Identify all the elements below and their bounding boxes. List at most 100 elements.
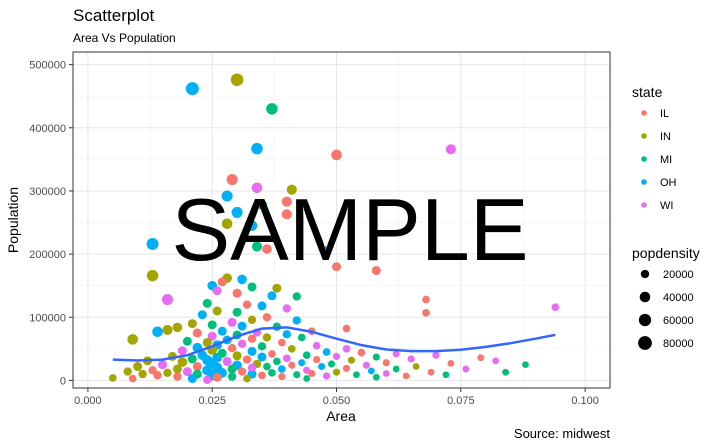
data-point-oh bbox=[257, 301, 267, 311]
data-point-mi bbox=[268, 369, 276, 377]
legend-size-label: 80000 bbox=[663, 338, 694, 350]
data-point-wi bbox=[445, 144, 456, 155]
data-point-mi bbox=[327, 360, 336, 368]
data-point-wi bbox=[282, 304, 291, 313]
data-point-il bbox=[128, 374, 137, 383]
data-point-il bbox=[281, 196, 292, 207]
data-point-wi bbox=[382, 370, 390, 377]
data-point-wi bbox=[312, 341, 321, 350]
data-point-oh bbox=[187, 374, 197, 384]
data-point-oh bbox=[298, 359, 306, 367]
data-point-mi bbox=[266, 103, 278, 115]
legend-size-label: 60000 bbox=[663, 315, 694, 327]
data-point-oh bbox=[231, 206, 243, 218]
chart-caption: Source: midwest bbox=[514, 426, 610, 441]
data-points bbox=[108, 73, 560, 384]
data-point-il bbox=[278, 338, 286, 347]
data-point-oh bbox=[221, 190, 233, 202]
data-point-in bbox=[138, 369, 147, 379]
data-point-in bbox=[347, 356, 356, 364]
data-point-oh bbox=[217, 326, 227, 336]
data-point-wi bbox=[161, 294, 173, 306]
data-point-il bbox=[477, 354, 485, 362]
data-point-mi bbox=[353, 371, 360, 379]
legend-label-wi: WI bbox=[660, 200, 673, 212]
data-point-oh bbox=[267, 291, 277, 301]
data-point-oh bbox=[247, 346, 257, 356]
data-point-in bbox=[177, 357, 188, 367]
data-point-il bbox=[247, 334, 257, 343]
legend-state-title: state bbox=[632, 84, 663, 100]
data-point-mi bbox=[257, 342, 267, 351]
data-point-il bbox=[192, 362, 202, 372]
x-axis: 0.000 0.025 0.050 0.075 0.100 bbox=[74, 388, 599, 407]
data-point-mi bbox=[187, 354, 197, 364]
data-point-il bbox=[313, 356, 321, 364]
legend-label-mi: MI bbox=[660, 154, 672, 166]
data-point-oh bbox=[322, 348, 331, 356]
data-point-mi bbox=[302, 351, 311, 359]
data-point-mi bbox=[202, 298, 212, 308]
data-point-mi bbox=[247, 282, 257, 292]
data-point-oh bbox=[278, 365, 286, 373]
data-point-oh bbox=[282, 330, 291, 339]
data-point-oh bbox=[251, 142, 263, 155]
y-axis: 0 100000 200000 300000 400000 500000 bbox=[29, 60, 73, 387]
data-point-mi bbox=[502, 368, 509, 376]
data-point-mi bbox=[297, 333, 306, 342]
data-point-il bbox=[217, 277, 227, 287]
legend-key-mi bbox=[641, 156, 647, 162]
data-point-wi bbox=[222, 356, 232, 366]
data-point-mi bbox=[372, 353, 380, 361]
data-point-wi bbox=[207, 331, 217, 341]
data-point-il bbox=[447, 359, 455, 367]
data-point-il bbox=[382, 359, 390, 367]
y-tick-label: 0 bbox=[60, 375, 66, 387]
data-point-mi bbox=[251, 241, 263, 252]
data-point-wi bbox=[247, 363, 257, 372]
data-point-mi bbox=[232, 307, 242, 317]
y-tick-label: 400000 bbox=[29, 123, 66, 135]
legend-size-key bbox=[638, 336, 652, 350]
data-point-wi bbox=[492, 357, 500, 365]
data-point-il bbox=[357, 348, 366, 357]
data-point-oh bbox=[321, 246, 332, 256]
data-point-in bbox=[221, 218, 233, 230]
legend-size-key bbox=[639, 291, 651, 303]
data-point-oh bbox=[246, 220, 258, 231]
data-point-mi bbox=[293, 371, 301, 379]
data-point-in bbox=[172, 364, 182, 374]
data-point-wi bbox=[227, 317, 237, 327]
data-point-oh bbox=[257, 352, 267, 362]
data-point-wi bbox=[551, 303, 560, 311]
legend-label-oh: OH bbox=[660, 177, 677, 189]
data-point-oh bbox=[292, 316, 301, 325]
data-point-in bbox=[287, 345, 296, 353]
data-point-mi bbox=[227, 364, 237, 374]
legend-key-wi bbox=[641, 202, 647, 208]
data-point-mi bbox=[227, 372, 237, 381]
panel-border bbox=[72, 51, 611, 389]
data-point-il bbox=[402, 372, 410, 380]
data-point-il bbox=[262, 313, 272, 322]
legend-popdensity-title: popdensity bbox=[632, 245, 700, 261]
data-point-il bbox=[227, 344, 237, 353]
data-point-il bbox=[226, 174, 238, 186]
data-point-in bbox=[162, 324, 173, 335]
data-point-mi bbox=[303, 375, 311, 382]
data-point-wi bbox=[203, 375, 212, 384]
data-point-il bbox=[268, 350, 276, 358]
data-point-in bbox=[202, 338, 212, 348]
legend-key-il bbox=[641, 110, 647, 116]
data-point-in bbox=[187, 319, 197, 329]
legend-size-label: 20000 bbox=[663, 269, 694, 281]
data-point-il bbox=[242, 300, 252, 309]
data-point-mi bbox=[256, 199, 267, 210]
y-axis-label: Population bbox=[5, 187, 21, 253]
data-point-il bbox=[342, 324, 351, 333]
data-point-mi bbox=[442, 371, 450, 379]
legend-label-il: IL bbox=[660, 108, 669, 120]
data-point-wi bbox=[282, 354, 291, 363]
data-point-in bbox=[412, 363, 420, 370]
data-point-il bbox=[237, 367, 247, 376]
